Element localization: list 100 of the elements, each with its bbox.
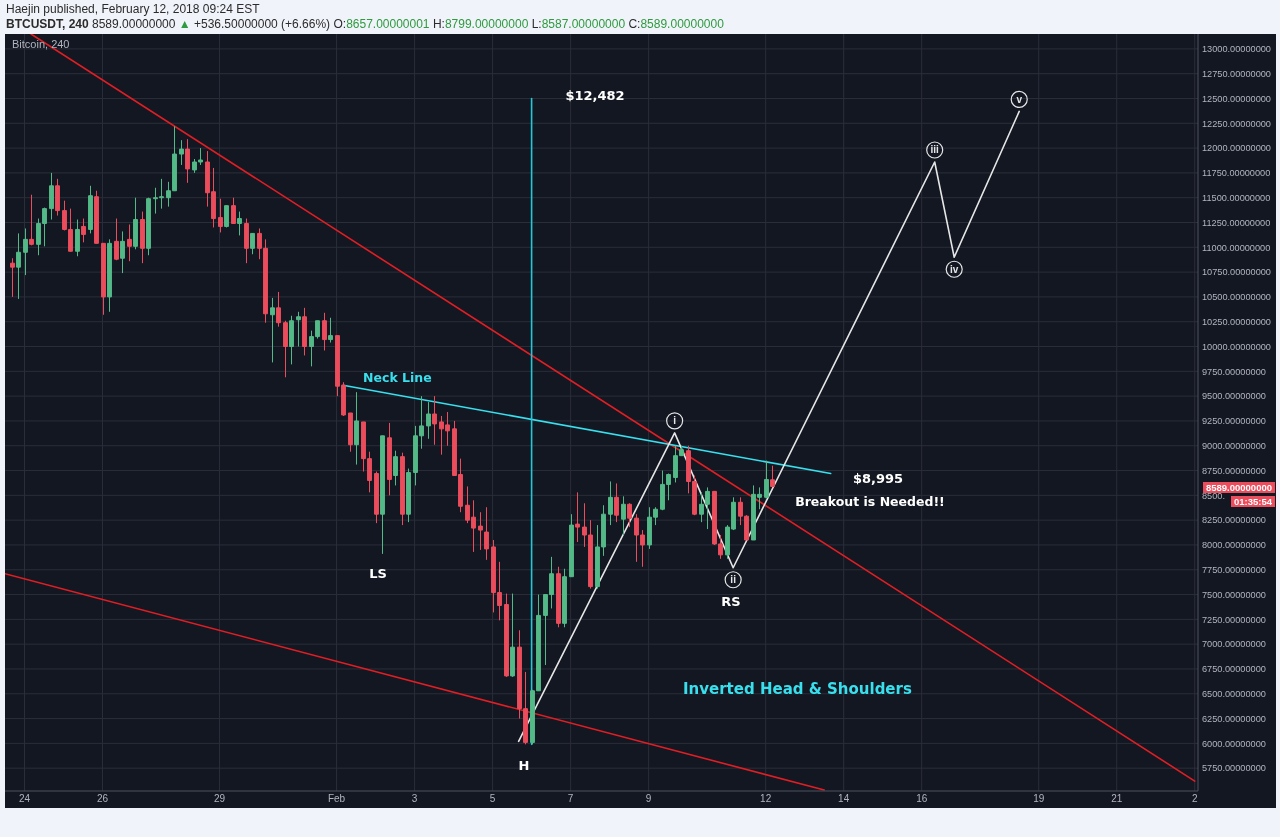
x-tick-label: 2	[1191, 793, 1198, 805]
y-tick-label: 5750.00000000	[1202, 763, 1266, 774]
text: 8589.00000000	[1205, 481, 1272, 493]
series-label: Neck Line	[363, 370, 432, 386]
annotation: RS	[721, 593, 741, 609]
candlestick	[75, 219, 80, 257]
text: 01:35:54	[1230, 495, 1275, 507]
candlestick	[393, 450, 398, 486]
y-tick-label: 7250.00000000	[1202, 614, 1266, 625]
candlestick	[133, 197, 138, 250]
y-tick-label: 10750.00000000	[1202, 267, 1271, 278]
candlestick	[218, 198, 223, 233]
annotation: LS	[369, 565, 387, 581]
candlestick	[764, 460, 769, 499]
y-tick-label: 11750.00000000	[1202, 168, 1271, 179]
y-tick-label: 6000.00000000	[1202, 738, 1266, 749]
y-tick-label: 10000.00000000	[1202, 341, 1271, 352]
y-tick-label: 8500.	[1202, 490, 1225, 501]
candlestick	[504, 593, 509, 678]
candlestick	[510, 593, 515, 678]
candlestick	[55, 178, 60, 217]
y-tick-label: 11500.00000000	[1202, 192, 1271, 203]
candlestick	[146, 197, 151, 256]
candlestick	[569, 513, 574, 578]
candlestick	[322, 312, 327, 351]
candlestick	[114, 218, 119, 261]
candlestick	[29, 194, 34, 246]
x-tick-label: 7	[567, 793, 574, 805]
candlestick	[231, 197, 236, 224]
candlestick	[432, 395, 437, 446]
candlestick	[270, 297, 275, 363]
candlestick	[348, 412, 353, 453]
y-tick-label: 7750.00000000	[1202, 565, 1266, 576]
candlestick	[374, 471, 379, 524]
candlestick	[354, 391, 359, 466]
y-tick-label: 7500.00000000	[1202, 589, 1266, 600]
candlestick	[250, 232, 255, 255]
candlestick	[88, 185, 93, 234]
candlestick	[23, 227, 28, 276]
y-tick-label: 9500.00000000	[1202, 391, 1266, 402]
annotation: $8,995	[852, 470, 904, 486]
candlestick	[478, 511, 483, 551]
candlestick	[328, 317, 333, 344]
candlestick	[770, 465, 775, 488]
x-tick-label: 12	[760, 793, 772, 805]
candlestick	[107, 238, 112, 313]
candlestick	[484, 506, 489, 561]
text: 8589.00000000	[91, 17, 177, 31]
candlestick	[387, 422, 392, 496]
candlestick	[276, 291, 281, 328]
x-tick-label: 14	[838, 793, 850, 805]
y-tick-label: 9250.00000000	[1202, 416, 1266, 427]
annotation: $12,482	[565, 87, 625, 103]
candlestick	[426, 401, 431, 440]
y-tick-label: 8250.00000000	[1202, 515, 1266, 526]
candlestick	[94, 190, 99, 244]
candlestick	[140, 211, 145, 264]
candlestick	[556, 566, 561, 628]
y-tick-label: 7000.00000000	[1202, 639, 1266, 650]
chart-subtitle: Bitcoin, 240	[12, 38, 70, 50]
candlestick	[614, 482, 619, 523]
x-tick-label: 5	[489, 793, 496, 805]
text: Haejin published, February 12, 2018 09:24 EST	[6, 2, 260, 16]
candlestick	[244, 218, 249, 264]
data-label: v	[1016, 93, 1023, 105]
y-tick-label: 6250.00000000	[1202, 713, 1266, 724]
candlestick	[224, 205, 229, 228]
candlestick	[621, 495, 626, 536]
candlestick	[127, 223, 132, 262]
candlestick	[302, 307, 307, 356]
candlestick	[10, 257, 15, 298]
y-tick-label: 8000.00000000	[1202, 540, 1266, 551]
candlestick	[627, 502, 632, 528]
y-tick-label: 12250.00000000	[1202, 118, 1271, 129]
y-tick-label: 9000.00000000	[1202, 441, 1266, 451]
candlestick	[562, 568, 567, 628]
y-tick-label: 11250.00000000	[1202, 217, 1271, 228]
x-tick-label: 3	[411, 793, 418, 805]
y-tick-label: 11000.00000000	[1202, 242, 1271, 253]
x-tick-label: 26	[96, 793, 109, 805]
data-label: i	[673, 415, 677, 427]
text: Inverted Head & Shoulders	[683, 680, 912, 698]
y-tick-label: 6750.00000000	[1202, 664, 1266, 675]
y-tick-label: 10250.00000000	[1202, 316, 1271, 327]
x-tick-label: 29	[213, 793, 226, 805]
candlestick	[380, 435, 385, 555]
x-tick-label: 16	[916, 793, 928, 805]
candlestick	[185, 138, 190, 184]
y-tick-label: 8750.00000000	[1202, 465, 1266, 476]
y-tick-label: 13000.00000000	[1202, 44, 1271, 55]
candlestick	[120, 230, 125, 274]
candlestick	[283, 320, 288, 378]
candlestick	[608, 480, 613, 526]
candlestick	[237, 211, 242, 236]
candlestick	[296, 311, 301, 348]
y-tick-label: 12000.00000000	[1202, 143, 1271, 154]
y-tick-label: 12500.00000000	[1202, 93, 1271, 104]
candlestick	[575, 491, 580, 543]
data-label: iv	[950, 263, 959, 275]
annotation: Breakout is Needed!!	[795, 493, 945, 509]
